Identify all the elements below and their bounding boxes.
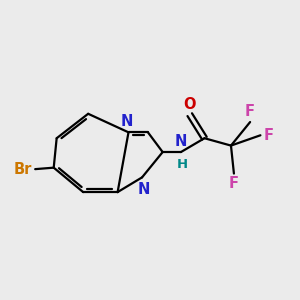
Text: N: N [175, 134, 187, 148]
Text: F: F [229, 176, 239, 191]
Text: H: H [177, 158, 188, 171]
Text: Br: Br [14, 162, 32, 177]
Text: F: F [263, 128, 273, 143]
Text: F: F [245, 104, 255, 119]
Text: O: O [184, 97, 196, 112]
Text: N: N [137, 182, 150, 197]
Text: N: N [121, 114, 133, 129]
